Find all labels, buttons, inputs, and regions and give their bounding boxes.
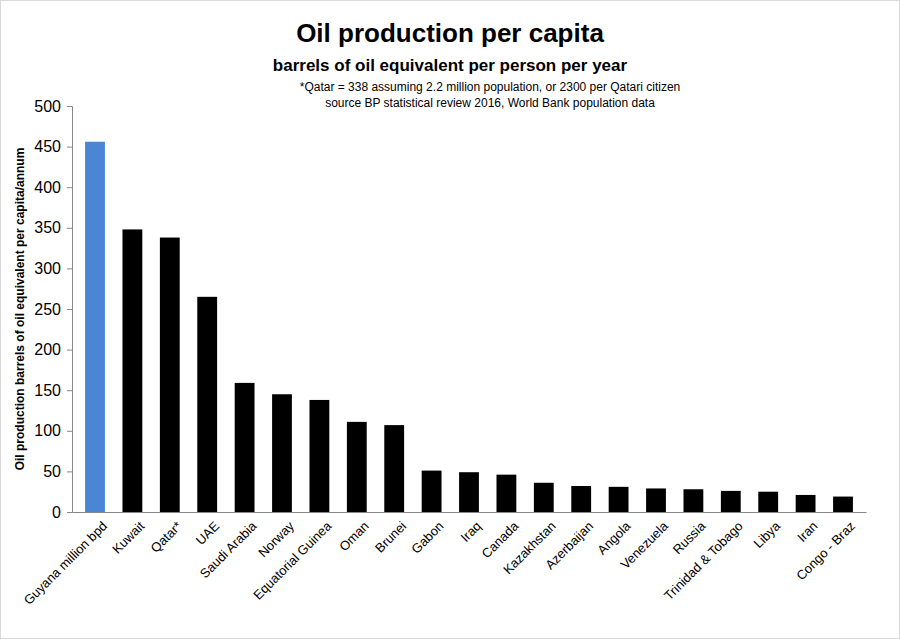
y-tick-mark — [67, 431, 72, 432]
bar — [609, 487, 629, 512]
x-tick-label: Trinidad & Tobago — [661, 518, 746, 603]
x-tick: Azerbaijan — [542, 512, 596, 572]
y-tick: 500 — [34, 98, 72, 115]
y-tick-mark — [67, 350, 72, 351]
y-tick: 350 — [34, 219, 72, 236]
x-tick: Venezuela — [617, 512, 671, 572]
x-tick-label: UAE — [193, 518, 223, 548]
y-tick-label: 450 — [34, 138, 61, 155]
x-tick: Gabon — [408, 512, 446, 557]
bar — [833, 497, 853, 512]
y-tick-label: 100 — [34, 422, 61, 439]
y-tick-mark — [67, 187, 72, 188]
bar — [534, 483, 554, 512]
subtitle: barrels of oil equivalent per person per… — [273, 56, 628, 75]
bars — [85, 142, 853, 512]
y-tick-label: 400 — [34, 179, 61, 196]
x-tick: Iraq — [458, 512, 484, 545]
x-tick: Brunei — [372, 512, 409, 556]
y-axis-title: Oil production barrels of oil equivalent… — [13, 148, 27, 471]
x-tick: Qatar* — [148, 512, 185, 556]
bar — [796, 495, 816, 512]
bar — [571, 486, 591, 512]
bar — [160, 238, 180, 512]
x-axis-line — [73, 512, 867, 513]
x-tick-label: Iraq — [458, 518, 484, 544]
x-tick-label: Qatar* — [148, 518, 185, 555]
x-tick-label: Saudi Arabia — [197, 518, 260, 581]
y-tick: 250 — [34, 301, 72, 318]
y-tick: 200 — [34, 341, 72, 358]
y-tick-label: 300 — [34, 260, 61, 277]
y-tick-label: 350 — [34, 219, 61, 236]
y-tick-label: 250 — [34, 301, 61, 318]
x-tick-label: Oman — [336, 518, 372, 554]
bar — [496, 475, 516, 512]
bar — [721, 491, 741, 512]
y-axis: 0 50 100 150 200 250 300 350 400 450 500 — [34, 98, 72, 521]
x-tick-label: Equatorial Guinea — [250, 518, 335, 603]
y-tick: 100 — [34, 422, 72, 439]
x-tick: Congo - Braz — [793, 512, 858, 583]
x-tick-label: Congo - Braz — [793, 518, 858, 583]
y-tick-label: 50 — [43, 463, 61, 480]
annotation: source BP statistical review 2016, World… — [325, 96, 655, 110]
x-axis: Guyana million bpdKuwaitQatar* UAESaudi A… — [21, 512, 867, 608]
y-tick-mark — [67, 309, 72, 310]
x-tick: Guyana million bpd — [21, 512, 110, 608]
y-tick: 400 — [34, 179, 72, 196]
bar — [235, 383, 255, 512]
bar — [85, 142, 105, 512]
y-tick: 150 — [34, 382, 72, 399]
x-tick: Equatorial Guinea — [250, 512, 335, 603]
bar — [459, 472, 479, 512]
y-tick: 450 — [34, 138, 72, 155]
x-tick-label: Iran — [794, 518, 820, 544]
x-tick: Trinidad & Tobago — [661, 512, 746, 603]
y-tick: 50 — [43, 463, 72, 480]
bar — [646, 488, 666, 512]
x-tick: Iran — [794, 512, 820, 545]
bar — [422, 471, 442, 512]
y-axis-line — [67, 107, 73, 513]
chart: Oil production per capita barrels of oil … — [0, 0, 900, 639]
bar — [272, 394, 292, 512]
y-tick-mark — [67, 512, 72, 513]
plot: 0 50 100 150 200 250 300 350 400 450 500 Guyana mil… — [21, 98, 867, 608]
bar — [197, 297, 217, 512]
x-tick: Oman — [336, 512, 372, 554]
annotation: *Qatar = 338 assuming 2.2 million popula… — [300, 80, 681, 94]
x-tick-label: Guyana million bpd — [21, 518, 110, 607]
x-tick: UAE — [193, 512, 223, 548]
y-tick-label: 150 — [34, 382, 61, 399]
y-tick-label: 0 — [52, 504, 61, 521]
x-tick-label: Azerbaijan — [542, 518, 596, 572]
title: Oil production per capita — [296, 18, 604, 48]
y-tick-mark — [67, 106, 72, 107]
x-tick: Saudi Arabia — [197, 512, 260, 581]
y-tick: 300 — [34, 260, 72, 277]
bar — [122, 229, 142, 512]
y-tick-label: 200 — [34, 341, 61, 358]
x-tick: Kuwait — [109, 512, 147, 557]
y-tick-mark — [67, 471, 72, 472]
x-tick-label: Venezuela — [617, 518, 671, 572]
background — [1, 1, 900, 639]
x-tick-label: Kuwait — [109, 518, 147, 556]
y-tick-label: 500 — [34, 98, 61, 115]
bar — [309, 400, 329, 512]
y-tick-mark — [67, 147, 72, 148]
y-tick: 0 — [52, 504, 72, 521]
bar — [758, 492, 778, 512]
y-tick-mark — [67, 268, 72, 269]
x-tick-label: Gabon — [408, 518, 446, 556]
bar — [683, 489, 703, 512]
x-tick-label: Brunei — [372, 518, 409, 555]
bar — [347, 422, 367, 512]
bar — [384, 425, 404, 512]
x-tick: Libya — [751, 512, 784, 551]
x-tick-label: Libya — [751, 518, 784, 551]
y-tick-mark — [67, 228, 72, 229]
y-tick-mark — [67, 390, 72, 391]
